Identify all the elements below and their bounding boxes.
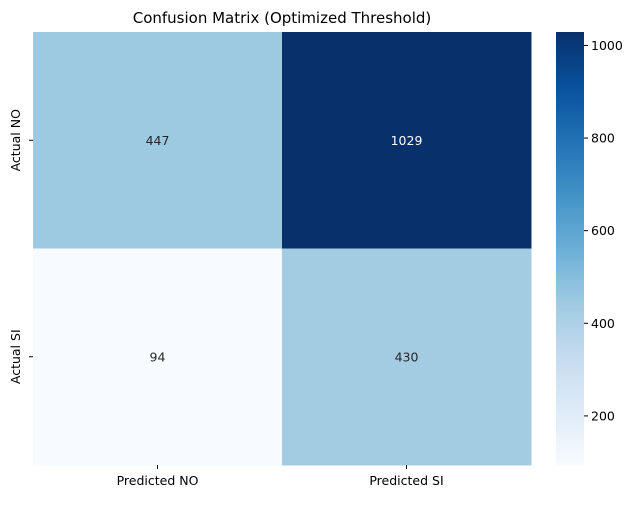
heatmap-value-labels: 447 1029 94 430 [146,133,423,365]
heatmap-cell [33,248,283,466]
colorbar-ticks: 200 400 600 800 1000 [584,38,623,423]
cell-value-label: 1029 [391,133,423,148]
cell-value-label: 430 [395,349,419,364]
colorbar: 200 400 600 800 1000 [556,32,623,465]
chart-title: Confusion Matrix (Optimized Threshold) [133,9,432,27]
cell-value-label: 447 [146,133,170,148]
colorbar-tick-label: 400 [591,316,615,331]
heatmap-cell [282,248,532,466]
heatmap-cell [33,32,283,249]
y-axis: Actual NO Actual SI [8,109,33,384]
colorbar-tick-label: 200 [591,408,615,423]
x-axis: Predicted NO Predicted SI [117,465,444,488]
colorbar-gradient [556,32,584,465]
y-tick-label: Actual SI [8,329,23,384]
colorbar-tick-label: 1000 [591,38,623,53]
heatmap-cells [33,32,532,466]
heatmap-cell [282,32,532,249]
colorbar-tick-label: 600 [591,223,615,238]
cell-value-label: 94 [150,349,166,364]
x-tick-label: Predicted NO [117,473,199,488]
x-tick-label: Predicted SI [369,473,443,488]
y-tick-label: Actual NO [8,109,23,171]
colorbar-tick-label: 800 [591,131,615,146]
